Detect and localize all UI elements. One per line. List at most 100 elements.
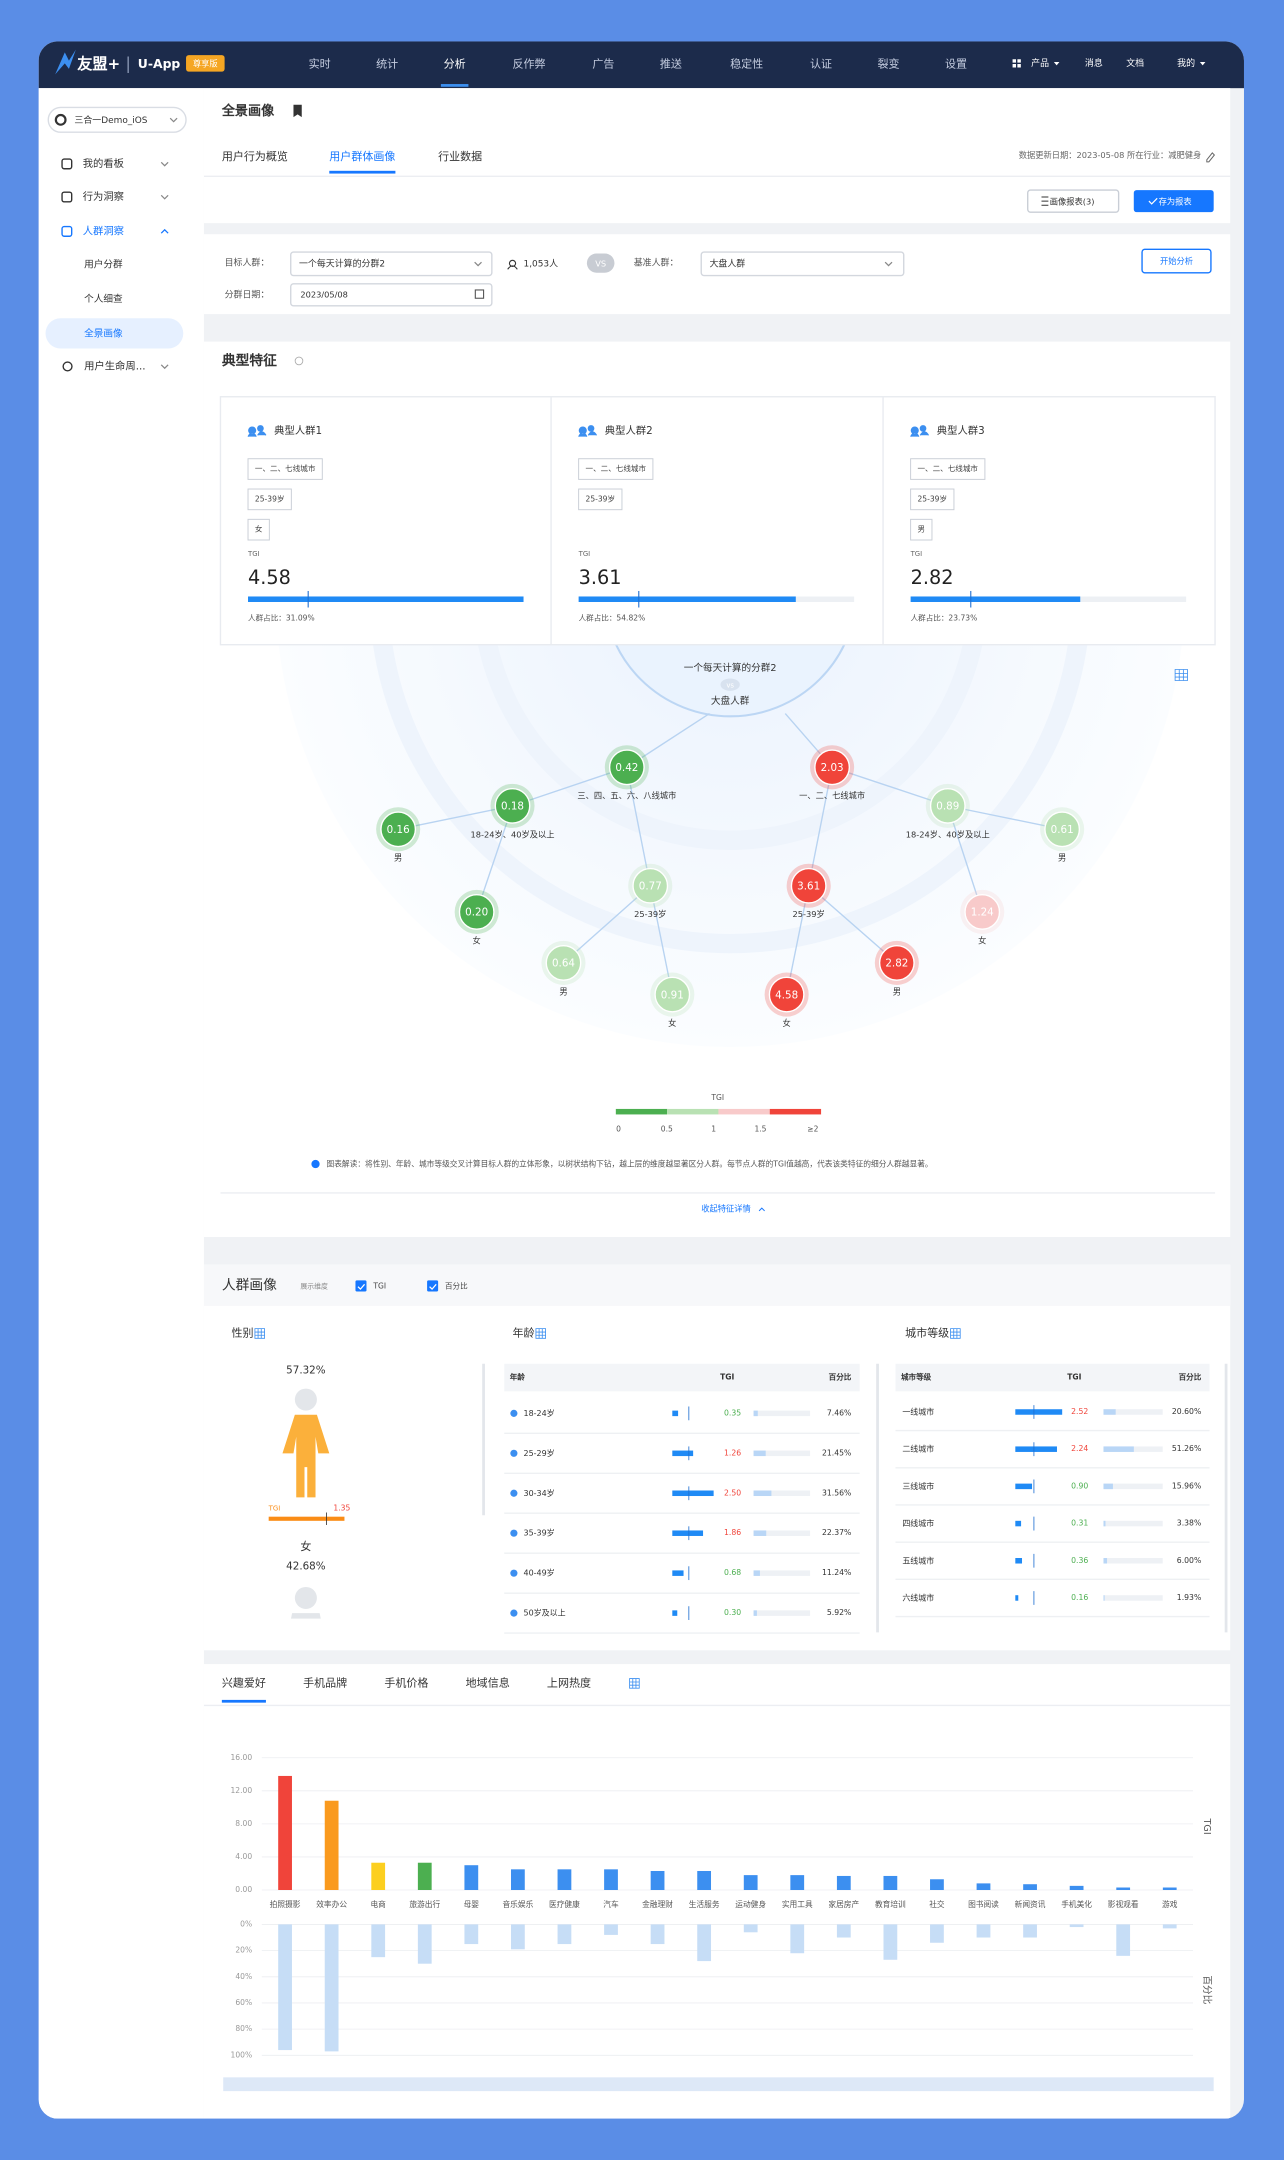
menu-item[interactable]: 行为洞察 bbox=[83, 190, 124, 203]
nav-item[interactable]: 分析 bbox=[444, 57, 466, 71]
table-icon[interactable] bbox=[1174, 669, 1188, 681]
pct-bar[interactable] bbox=[697, 1924, 712, 1962]
nav-item[interactable]: 裂变 bbox=[878, 57, 900, 71]
scrollbar[interactable] bbox=[223, 2077, 1214, 2092]
tgi-bar[interactable] bbox=[1162, 1887, 1177, 1890]
nav-item[interactable]: 统计 bbox=[376, 58, 398, 71]
tree-node[interactable] bbox=[545, 945, 582, 981]
table-icon[interactable] bbox=[535, 1328, 546, 1339]
tree-node[interactable] bbox=[790, 867, 827, 904]
tgi-bar[interactable] bbox=[883, 1875, 898, 1890]
base-select[interactable] bbox=[700, 251, 905, 277]
submenu-item[interactable]: 个人细查 bbox=[84, 293, 123, 305]
tree-node[interactable] bbox=[632, 867, 669, 904]
pct-bar[interactable] bbox=[464, 1924, 479, 1945]
pct-bar[interactable] bbox=[930, 1924, 944, 1943]
nav-item[interactable]: 稳定性 bbox=[730, 57, 763, 71]
report-button-label[interactable]: 画像报表(3) bbox=[1050, 196, 1095, 206]
tgi-bar[interactable] bbox=[510, 1869, 525, 1890]
pct-bar[interactable] bbox=[1162, 1924, 1177, 1929]
pct-bar[interactable] bbox=[417, 1924, 432, 1964]
tgi-bar[interactable] bbox=[1069, 1885, 1084, 1890]
tree-node[interactable] bbox=[654, 976, 691, 1013]
tgi-bar[interactable] bbox=[1116, 1887, 1131, 1890]
tgi-bar[interactable] bbox=[324, 1800, 339, 1890]
tgi-bar[interactable] bbox=[1023, 1884, 1037, 1890]
tgi-bar[interactable] bbox=[930, 1879, 944, 1890]
nav-item[interactable]: 推送 bbox=[660, 57, 682, 71]
tab[interactable]: 上网热度 bbox=[547, 1675, 591, 1689]
checkbox[interactable] bbox=[427, 1280, 439, 1292]
nav-item[interactable]: 反作弊 bbox=[513, 58, 546, 71]
tree-node[interactable] bbox=[814, 749, 851, 786]
tgi-bar[interactable] bbox=[371, 1862, 386, 1890]
target-select[interactable] bbox=[290, 251, 493, 277]
nav-right-item[interactable]: 消息 bbox=[1085, 57, 1103, 69]
report-button[interactable] bbox=[1027, 189, 1120, 213]
nav-right-item[interactable]: 产品 bbox=[1031, 57, 1049, 69]
tgi-bar[interactable] bbox=[604, 1869, 618, 1890]
save-button-label[interactable]: 存为报表 bbox=[1159, 196, 1192, 206]
tab[interactable]: 行业数据 bbox=[438, 149, 482, 163]
tab[interactable]: 地域信息 bbox=[466, 1675, 510, 1689]
tgi-bar[interactable] bbox=[976, 1883, 991, 1890]
tree-node[interactable] bbox=[1044, 811, 1081, 848]
pct-bar[interactable] bbox=[790, 1924, 805, 1954]
tree-node[interactable] bbox=[929, 787, 966, 824]
tgi-bar[interactable] bbox=[278, 1775, 292, 1890]
menu-item[interactable]: 我的看板 bbox=[83, 157, 124, 170]
tab[interactable]: 用户群体画像 bbox=[329, 149, 395, 163]
tree-node[interactable] bbox=[380, 811, 417, 848]
submenu-item[interactable]: 用户分群 bbox=[84, 258, 123, 270]
tab[interactable]: 手机价格 bbox=[384, 1675, 428, 1689]
tgi-bar[interactable] bbox=[464, 1865, 479, 1890]
tgi-bar[interactable] bbox=[697, 1870, 712, 1890]
nav-item[interactable]: 认证 bbox=[810, 58, 832, 71]
pct-bar[interactable] bbox=[278, 1924, 292, 2051]
pct-bar[interactable] bbox=[743, 1924, 758, 1933]
tgi-bar[interactable] bbox=[417, 1862, 432, 1890]
pct-bar[interactable] bbox=[883, 1924, 898, 1960]
tab[interactable]: 用户行为概览 bbox=[222, 149, 288, 163]
start-button[interactable] bbox=[1141, 248, 1212, 274]
nav-item[interactable]: 实时 bbox=[309, 57, 331, 71]
pct-bar[interactable] bbox=[976, 1924, 991, 1938]
nav-item[interactable]: 广告 bbox=[592, 58, 614, 71]
app-selector[interactable] bbox=[47, 106, 187, 133]
pct-bar[interactable] bbox=[1023, 1924, 1037, 1938]
tgi-bar[interactable] bbox=[743, 1875, 758, 1890]
date-input[interactable] bbox=[290, 283, 493, 307]
save-button[interactable] bbox=[1133, 190, 1214, 213]
tgi-bar[interactable] bbox=[650, 1870, 665, 1890]
tree-node[interactable] bbox=[964, 894, 1001, 930]
pct-bar[interactable] bbox=[324, 1924, 339, 2052]
table-icon[interactable] bbox=[254, 1328, 265, 1339]
pct-bar[interactable] bbox=[1069, 1924, 1084, 1928]
tree-node[interactable] bbox=[768, 976, 805, 1013]
pct-bar[interactable] bbox=[650, 1924, 665, 1945]
table-icon[interactable] bbox=[629, 1678, 640, 1689]
tab[interactable]: 兴趣爱好 bbox=[222, 1675, 266, 1689]
nav-right-item[interactable]: 我的 bbox=[1177, 57, 1195, 69]
tree-node[interactable] bbox=[878, 945, 915, 981]
start-button-label[interactable]: 开始分析 bbox=[1160, 256, 1193, 266]
tgi-bar[interactable] bbox=[557, 1869, 572, 1890]
pct-bar[interactable] bbox=[371, 1924, 386, 1958]
pct-bar[interactable] bbox=[510, 1924, 525, 1950]
nav-item[interactable]: 设置 bbox=[945, 58, 967, 71]
tgi-bar[interactable] bbox=[790, 1875, 805, 1890]
submenu-item[interactable]: 全景画像 bbox=[84, 327, 123, 339]
nav-right-item[interactable]: 文档 bbox=[1126, 57, 1144, 69]
tgi-bar[interactable] bbox=[836, 1875, 851, 1890]
menu-item[interactable]: 人群洞察 bbox=[83, 224, 124, 237]
pct-bar[interactable] bbox=[1116, 1924, 1131, 1956]
table-icon[interactable] bbox=[950, 1328, 961, 1339]
pct-bar[interactable] bbox=[836, 1924, 851, 1938]
pct-bar[interactable] bbox=[604, 1924, 618, 1935]
pct-bar[interactable] bbox=[557, 1924, 572, 1945]
tab[interactable]: 手机品牌 bbox=[303, 1675, 347, 1689]
tree-node[interactable] bbox=[458, 894, 495, 930]
collapse-link[interactable]: 收起特征详情 bbox=[701, 1203, 751, 1213]
checkbox[interactable] bbox=[355, 1280, 367, 1292]
tree-node[interactable] bbox=[494, 787, 531, 824]
